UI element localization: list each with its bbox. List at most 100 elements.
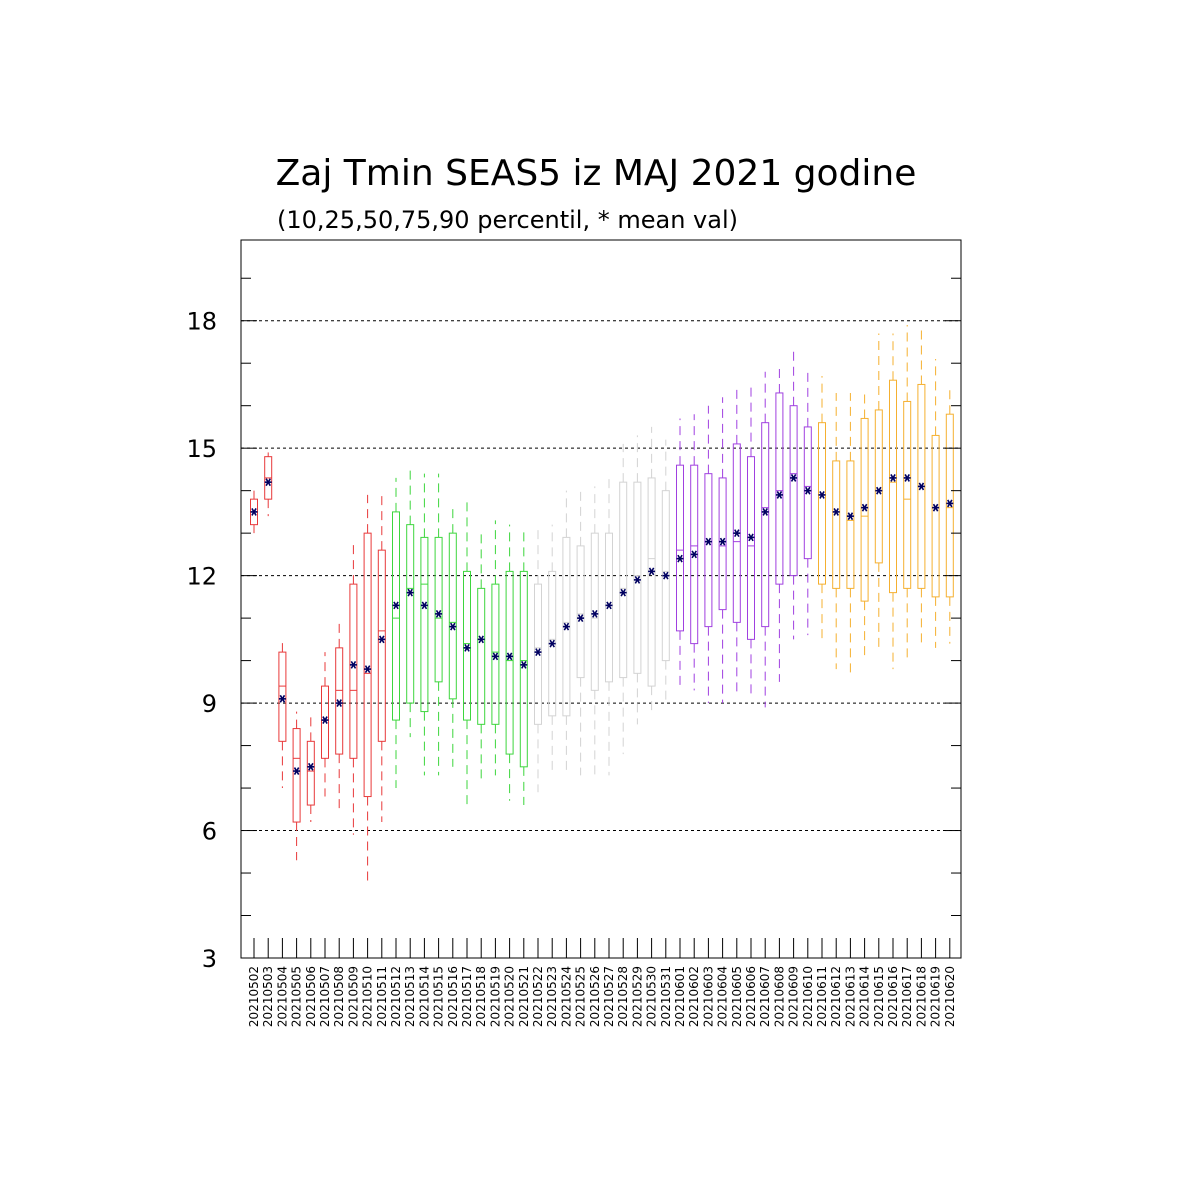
- mean-stroke: [592, 609, 598, 618]
- iqr-box: [292, 728, 301, 823]
- mean-stroke: [719, 537, 726, 546]
- x-tick-label: 20210512: [389, 966, 403, 1027]
- mean-stroke: [734, 529, 740, 538]
- box-20210601: [676, 418, 684, 691]
- x-tick-label: 20210509: [346, 966, 360, 1027]
- mean-marker: [846, 512, 854, 521]
- x-tick-label: 20210609: [787, 966, 801, 1027]
- iqr-box: [704, 473, 713, 628]
- x-tick-label: 20210619: [929, 966, 943, 1027]
- iqr-box: [903, 400, 912, 589]
- mean-stroke: [464, 643, 470, 652]
- box-20210602: [690, 414, 699, 691]
- x-tick-label: 20210503: [261, 966, 275, 1027]
- x-tick-label: 20210520: [503, 966, 517, 1027]
- mean-marker: [633, 575, 641, 584]
- mean-stroke: [293, 767, 300, 775]
- mean-marker: [250, 507, 258, 516]
- mean-stroke: [563, 622, 570, 631]
- box-20210606: [747, 384, 755, 695]
- mean-marker: [690, 550, 698, 559]
- box-20210503: [264, 452, 273, 517]
- x-tick-label: 20210510: [361, 966, 375, 1027]
- mean-marker: [733, 529, 741, 538]
- mean-marker: [605, 601, 613, 610]
- x-tick-label: 20210527: [602, 966, 616, 1027]
- x-tick-label: 20210523: [545, 966, 559, 1027]
- iqr-box: [647, 477, 656, 687]
- x-tick-label: 20210611: [815, 966, 829, 1027]
- x-tick-label: 20210513: [403, 966, 417, 1027]
- iqr-box: [931, 434, 940, 598]
- y-tick-label: 12: [186, 563, 217, 591]
- box-20210521: [519, 528, 528, 806]
- mean-marker: [506, 652, 514, 661]
- mean-marker: [406, 588, 414, 597]
- box-20210612: [832, 392, 841, 670]
- mean-stroke: [435, 609, 442, 618]
- mean-stroke: [705, 537, 712, 546]
- iqr-box: [803, 426, 812, 560]
- mean-stroke: [762, 507, 768, 516]
- iqr-box: [463, 570, 471, 721]
- y-tick-label: 3: [202, 945, 217, 973]
- box-20210619: [931, 358, 940, 648]
- mean-marker: [548, 639, 556, 648]
- mean-stroke: [677, 554, 683, 563]
- mean-marker: [520, 660, 528, 669]
- iqr-box: [761, 422, 770, 628]
- mean-stroke: [506, 652, 513, 661]
- mean-stroke: [606, 601, 612, 610]
- mean-stroke: [819, 490, 825, 499]
- x-tick-label: 20210502: [247, 966, 261, 1027]
- mean-marker: [264, 478, 272, 487]
- box-20210608: [775, 367, 784, 682]
- mean-stroke: [322, 716, 328, 724]
- mean-stroke: [478, 635, 484, 644]
- iqr-box: [491, 583, 500, 725]
- mean-marker: [790, 474, 798, 482]
- mean-marker: [307, 762, 315, 771]
- x-tick-label: 20210602: [687, 966, 701, 1027]
- box-20210609: [789, 350, 798, 640]
- mean-marker: [392, 601, 400, 610]
- x-tick-label: 20210601: [673, 966, 687, 1027]
- box-20210509: [349, 541, 358, 835]
- box-20210530: [647, 426, 656, 716]
- mean-stroke: [450, 622, 456, 631]
- box-20210515: [434, 473, 443, 776]
- x-tick-label: 20210524: [559, 966, 573, 1027]
- mean-stroke: [634, 575, 641, 584]
- mean-marker: [804, 486, 812, 495]
- box-20210605: [732, 384, 741, 695]
- mean-stroke: [861, 503, 868, 512]
- x-tick-label: 20210504: [275, 966, 289, 1027]
- mean-stroke: [847, 512, 854, 521]
- iqr-box: [605, 532, 613, 683]
- chart-subtitle: (10,25,50,75,90 percentil, * mean val): [277, 206, 738, 234]
- x-tick-label: 20210515: [432, 966, 446, 1027]
- x-tick-label: 20210610: [801, 966, 815, 1027]
- mean-stroke: [393, 601, 399, 610]
- mean-stroke: [890, 474, 896, 482]
- x-tick-label: 20210616: [886, 966, 900, 1027]
- mean-marker: [946, 499, 954, 508]
- mean-marker: [917, 482, 925, 491]
- iqr-box: [278, 651, 287, 742]
- y-axis: 3 6 9 12 15 18: [186, 277, 961, 973]
- mean-marker: [420, 601, 428, 610]
- mean-stroke: [350, 660, 357, 669]
- mean-markers: [250, 474, 954, 775]
- iqr-box: [818, 422, 826, 585]
- mean-marker: [676, 554, 684, 563]
- iqr-box: [945, 413, 954, 598]
- iqr-box: [590, 532, 599, 691]
- box-20210610: [803, 371, 812, 636]
- mean-stroke: [947, 499, 953, 508]
- box-20210512: [392, 477, 400, 789]
- box-20210616: [889, 333, 897, 670]
- mean-stroke: [904, 474, 910, 482]
- x-tick-label: 20210603: [701, 966, 715, 1027]
- box-20210520: [505, 524, 514, 801]
- box-20210611: [818, 375, 826, 644]
